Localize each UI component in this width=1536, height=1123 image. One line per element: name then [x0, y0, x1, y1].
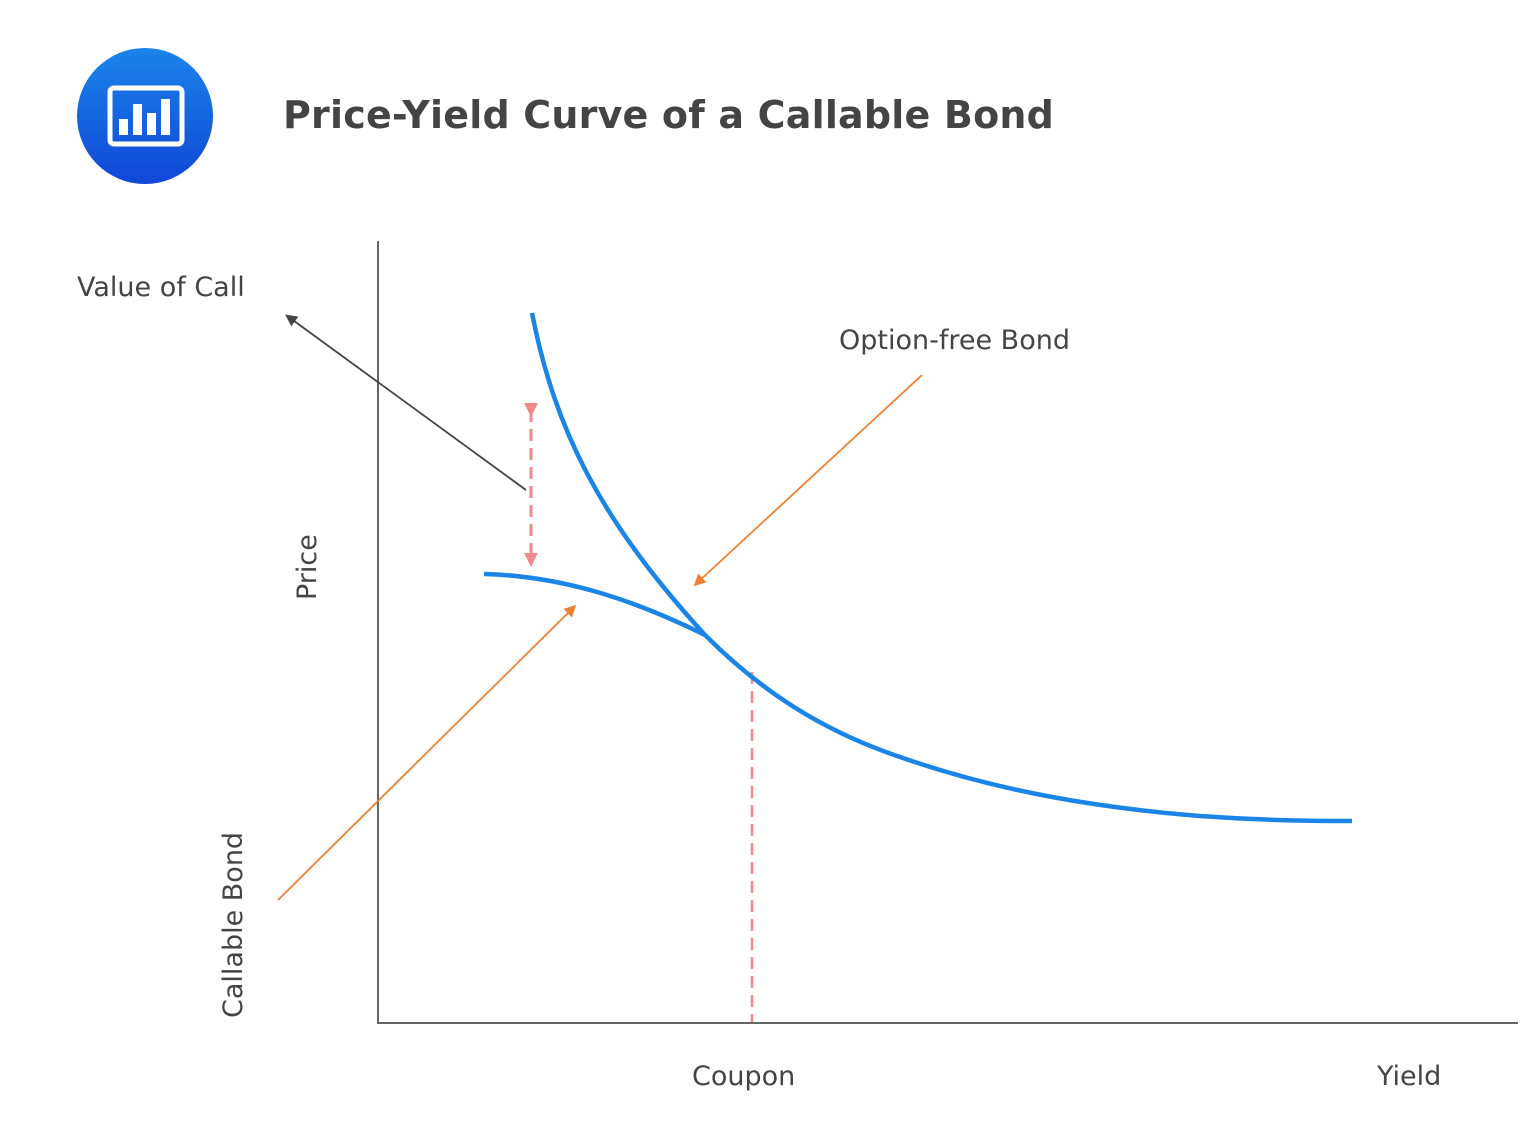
coupon-label: Coupon [692, 1061, 796, 1092]
option-free-bond-label: Option-free Bond [839, 325, 1070, 356]
option-free-bond-pointer-arrow [693, 374, 923, 587]
callable-bond-label: Callable Bond [218, 831, 249, 1018]
option-free-bond-curve [529, 312, 1353, 824]
page-title: Price-Yield Curve of a Callable Bond [283, 93, 1055, 137]
value-of-call-pointer-arrow [285, 314, 527, 491]
chart-logo-badge [77, 48, 213, 184]
callable-bond-curve [483, 571, 706, 638]
axes [377, 241, 1518, 1024]
callable-bond-pointer-arrow [277, 604, 577, 901]
bar-chart-icon [107, 85, 185, 147]
value-of-call-label: Value of Call [77, 272, 245, 303]
price-axis-label: Price [292, 534, 323, 600]
yield-axis-label: Yield [1377, 1061, 1442, 1092]
